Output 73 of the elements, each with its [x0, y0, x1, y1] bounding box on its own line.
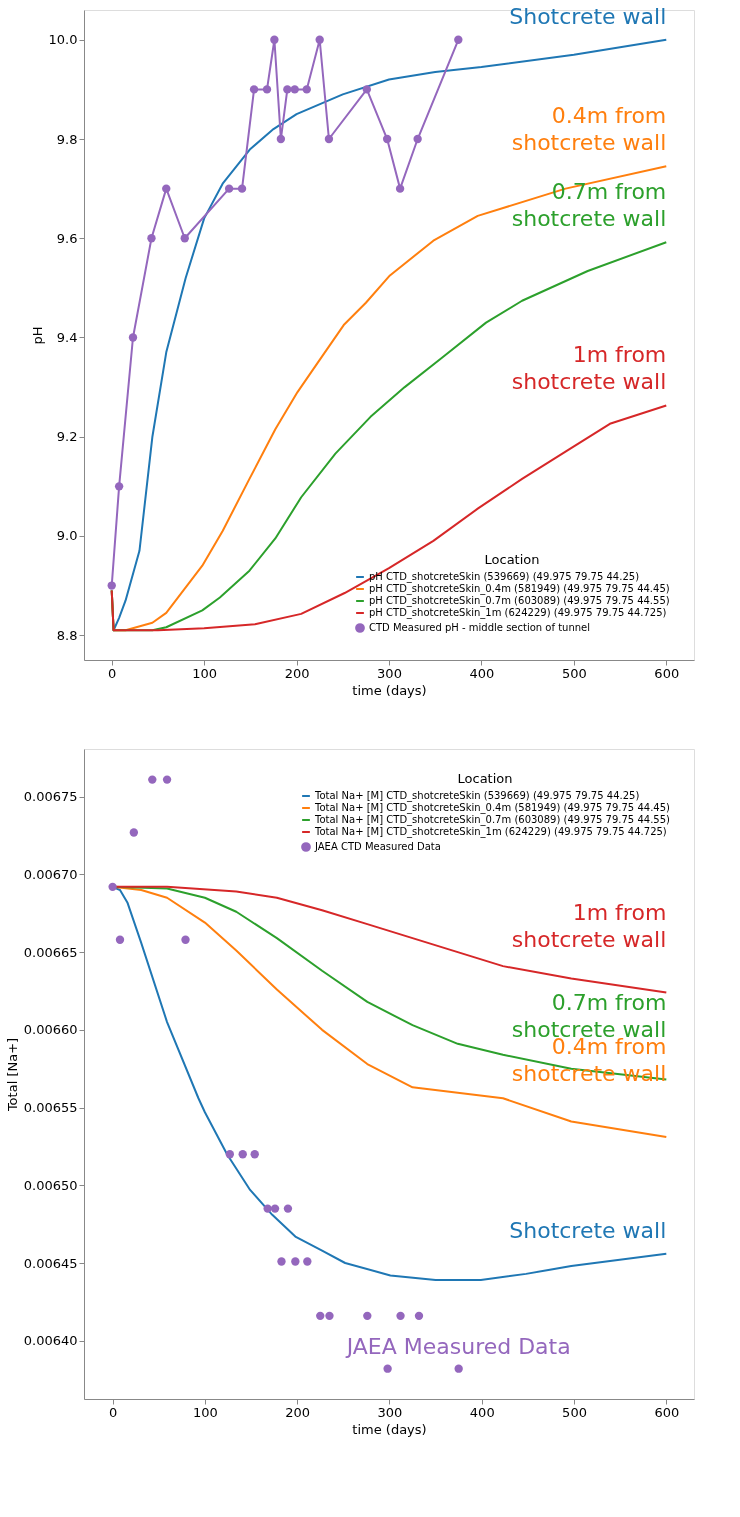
y-tick-label: 9.2 [56, 429, 78, 445]
legend-label: CTD Measured pH - middle section of tunnel [369, 622, 591, 633]
point [414, 1311, 424, 1321]
legend-label: Total Na+ [M] CTD_shotcreteSkin_1m (624229) (49.975 79.75 44.725) [314, 826, 667, 838]
point [270, 1204, 280, 1213]
y-tick-label: 0.00645 [23, 1255, 78, 1271]
y-tick-label: 0.00650 [23, 1177, 78, 1193]
point [162, 775, 172, 784]
y-tick-label: 0.00640 [23, 1333, 78, 1349]
point [325, 1311, 334, 1321]
legend-label: JAEA CTD Measured Data [314, 841, 441, 852]
x-tick-label: 0 [108, 1404, 118, 1420]
point [303, 1257, 312, 1266]
x-tick-label: 400 [469, 665, 495, 681]
point [396, 1311, 405, 1321]
point [250, 1150, 259, 1159]
legend-label: pH CTD_shotcreteSkin_0.4m (581949) (49.975 79.75 44.45) [369, 583, 670, 595]
x-tick-label: 300 [377, 665, 402, 681]
x-tick-label: 400 [469, 1404, 495, 1420]
x-tick-label: 100 [192, 1404, 218, 1420]
x-tick-label: 500 [561, 665, 587, 681]
legend-label: Total Na+ [M] CTD_shotcreteSkin_0.4m (581949) (49.975 79.75 44.45) [314, 802, 671, 814]
annotation: JAEA Measured Data [344, 1333, 571, 1359]
x-axis-title: time (days) [352, 682, 427, 698]
point [283, 1204, 293, 1213]
y-axis-title: pH [29, 326, 45, 345]
x-tick-label: 300 [377, 1404, 403, 1420]
x-tick-label: 600 [654, 665, 680, 681]
legend-title: Location [484, 552, 540, 567]
y-tick-label: 0.00655 [23, 1100, 78, 1116]
y-tick-label: 0.00665 [23, 944, 78, 960]
y-tick-label: 10.0 [48, 32, 78, 48]
point [277, 1257, 286, 1266]
point [225, 1150, 234, 1159]
point [291, 1257, 300, 1266]
point [238, 1150, 247, 1159]
annotation: 1m from shotcrete wall [511, 900, 667, 953]
y-tick-label: 8.8 [56, 627, 78, 643]
x-tick-label: 100 [192, 665, 218, 681]
y-tick-label: 0.00660 [23, 1022, 78, 1038]
y-tick-label: 0.00670 [23, 866, 78, 882]
x-tick-label: 600 [654, 1404, 680, 1420]
annotation: 1m from shotcrete wall [511, 342, 667, 395]
y-tick-label: 9.0 [56, 528, 78, 544]
y-tick-label: 9.6 [56, 230, 78, 246]
x-tick-label: 200 [285, 1404, 311, 1420]
point [383, 1364, 392, 1373]
annotation: 0.4m from shotcrete wall [511, 103, 667, 156]
x-tick-label: 500 [562, 1404, 587, 1420]
legend-title: Location [457, 771, 513, 786]
legend-label: Total Na+ [M] CTD_shotcreteSkin_0.7m (603089) (49.975 79.75 44.55) [314, 814, 671, 826]
legend-label: pH CTD_shotcreteSkin_0.7m (603089) (49.975 79.75 44.55) [369, 595, 670, 607]
annotation: Shotcrete wall [509, 1217, 667, 1243]
y-tick-label: 0.00675 [23, 789, 78, 805]
point [363, 1311, 372, 1321]
point [316, 1311, 325, 1321]
point [454, 1364, 463, 1373]
point [115, 935, 125, 944]
y-axis-title: Total [Na+] [4, 1037, 20, 1113]
point [129, 828, 139, 837]
point [108, 882, 117, 892]
x-tick-label: 0 [108, 665, 117, 681]
point [181, 935, 190, 944]
annotation: Shotcrete wall [509, 3, 667, 29]
y-tick-label: 9.8 [56, 131, 78, 147]
legend-label: pH CTD_shotcreteSkin_1m (624229) (49.975 79.75 44.725) [369, 607, 667, 619]
annotation: 0.7m from shotcrete wall [511, 179, 667, 232]
x-tick-label: 200 [284, 665, 310, 681]
y-tick-label: 9.4 [56, 329, 78, 345]
point [148, 775, 157, 784]
legend-label: Total Na+ [M] CTD_shotcreteSkin (539669) (49.975 79.75 44.25) [314, 790, 640, 802]
x-axis-title: time (days) [352, 1421, 427, 1437]
point [263, 1204, 272, 1213]
